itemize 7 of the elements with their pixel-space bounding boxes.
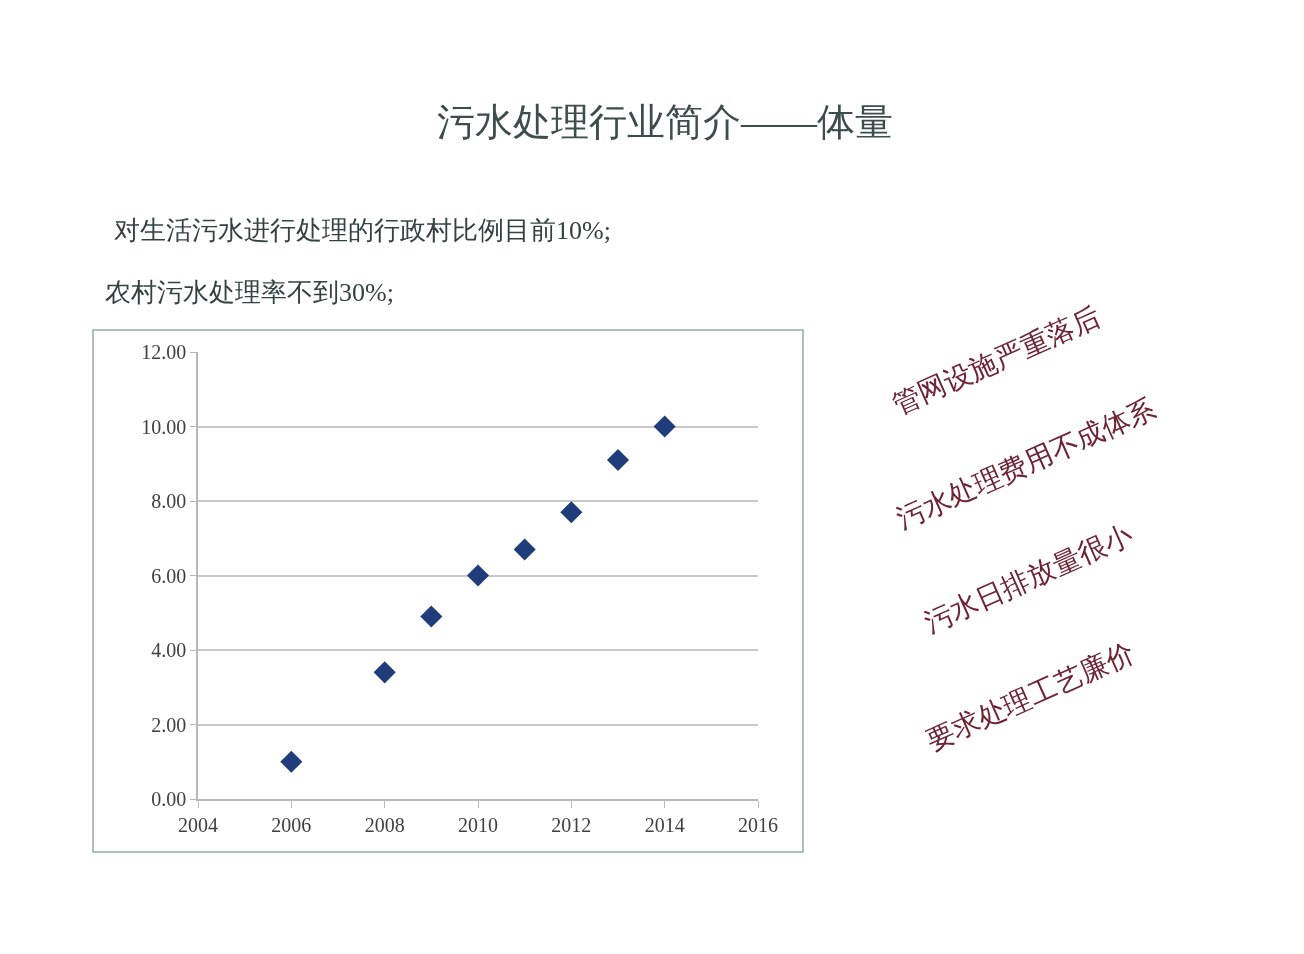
x-tick-label: 2004 xyxy=(178,813,218,836)
x-tick-label: 2008 xyxy=(364,813,405,836)
x-tick-label: 2012 xyxy=(551,813,592,836)
x-tick-label: 2006 xyxy=(271,813,312,836)
x-tick-label: 2016 xyxy=(738,813,778,836)
x-tick-label: 2010 xyxy=(458,813,498,836)
x-tick-label: 2014 xyxy=(644,813,685,836)
